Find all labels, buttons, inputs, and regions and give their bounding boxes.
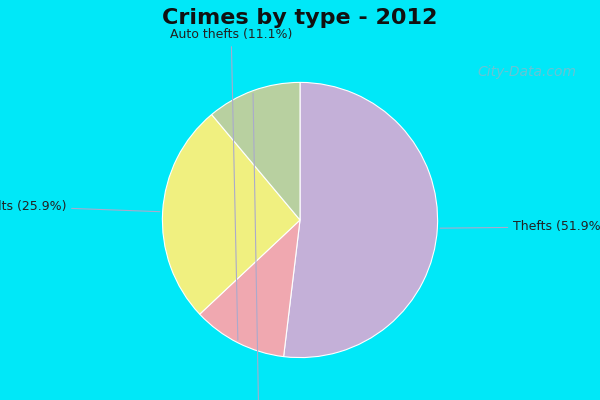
Text: Crimes by type - 2012: Crimes by type - 2012: [163, 8, 437, 28]
Wedge shape: [212, 82, 300, 220]
Text: Auto thefts (11.1%): Auto thefts (11.1%): [170, 28, 292, 340]
Text: Burglaries (11.1%): Burglaries (11.1%): [200, 94, 317, 400]
Text: Thefts (51.9%): Thefts (51.9%): [440, 220, 600, 233]
Wedge shape: [200, 220, 300, 357]
Wedge shape: [163, 114, 300, 314]
Text: Assaults (25.9%): Assaults (25.9%): [0, 200, 160, 213]
Text: City-Data.com: City-Data.com: [478, 65, 577, 79]
Wedge shape: [284, 82, 437, 358]
